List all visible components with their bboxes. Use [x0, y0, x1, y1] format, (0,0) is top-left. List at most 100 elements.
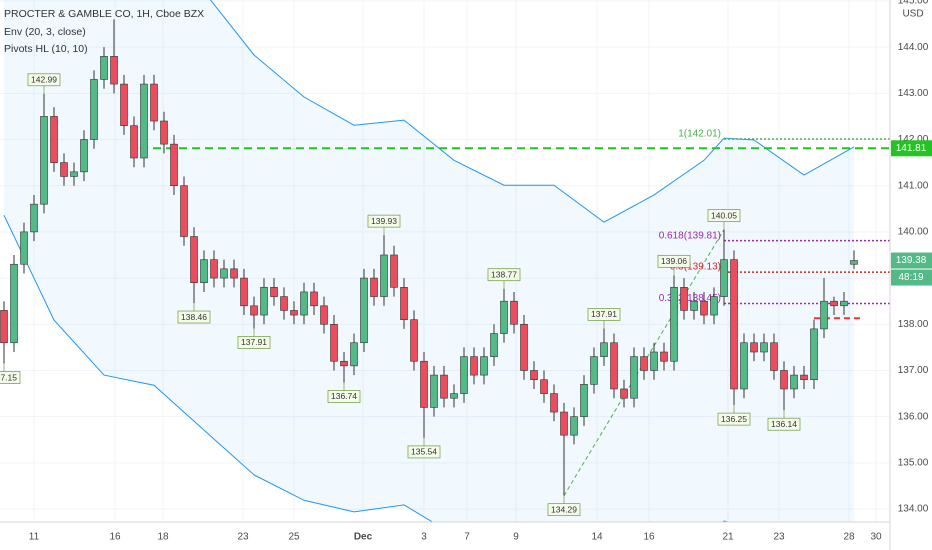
y-tick-label: 144.00 [898, 42, 929, 53]
candle-body [640, 356, 648, 371]
x-tick-label: 18 [157, 532, 169, 543]
candle-body [0, 310, 8, 344]
envelope-upper [209, 0, 855, 223]
candle-body [670, 287, 678, 362]
candle-body [70, 171, 78, 177]
candle-body [710, 296, 718, 316]
candle-body [540, 379, 548, 394]
x-tick-label: 23 [237, 532, 249, 543]
candle-body [340, 360, 348, 367]
candle-body [380, 254, 388, 297]
candle-body [510, 300, 518, 325]
candle-body [550, 393, 558, 413]
pivot-label: 138.46 [181, 312, 207, 322]
candle-body [410, 319, 418, 362]
price-tag-label: 139.38 [896, 255, 927, 266]
candle-body [10, 263, 18, 344]
x-tick-label: 9 [513, 532, 519, 543]
candle-body [440, 374, 448, 399]
candle-body [420, 360, 428, 408]
candle-body [120, 83, 128, 126]
x-tick-label: 3 [421, 532, 427, 543]
candle-body [320, 305, 328, 325]
plot-area: 1(142.01) 0.618(139.81) 0.5(139.13) 0.382(1… [0, 0, 890, 522]
candle-body [180, 185, 188, 237]
indicator-label: Env (20, 3, close) [4, 26, 86, 38]
candle-body [690, 300, 698, 311]
candle-body [330, 323, 338, 362]
candle-body [610, 342, 618, 390]
y-tick-label: 143.00 [898, 88, 929, 99]
candle-body [460, 356, 468, 394]
candle-body [850, 260, 858, 265]
candle-body [50, 116, 58, 163]
envelope-fill [4, 0, 854, 522]
candle-body [730, 259, 738, 390]
candle-body [40, 116, 48, 205]
x-tick-label: 11 [29, 532, 40, 543]
candle-body [570, 416, 578, 436]
candle-body [590, 356, 598, 385]
candle-body [530, 370, 538, 381]
candle-body [770, 342, 778, 371]
pivot-label: 138.77 [491, 269, 517, 279]
price-tag [891, 252, 932, 269]
candle-body [80, 139, 88, 173]
price-tag [891, 140, 932, 157]
candle-body [290, 310, 298, 316]
pivot-label: 139.93 [371, 216, 397, 226]
y-tick-label: 141.00 [898, 180, 929, 191]
candle-body [230, 268, 238, 279]
pivot-label: 136.74 [331, 391, 357, 401]
candle-body [200, 259, 208, 284]
candle-body [400, 287, 408, 320]
candle-body [700, 300, 708, 316]
candle-body [790, 374, 798, 390]
grid [0, 0, 890, 522]
candle-body [390, 254, 398, 288]
pivot-label: 136.25 [721, 414, 747, 424]
pivot-label: 134.29 [551, 504, 577, 514]
candle-body [150, 83, 158, 122]
indicator-label: Pivots HL (10, 10) [4, 43, 88, 55]
candle-body [450, 393, 458, 399]
x-tick-label: 7 [464, 532, 470, 543]
x-tick-label: 28 [843, 532, 855, 543]
y-tick-label: 142.00 [898, 134, 929, 145]
candle-body [760, 342, 768, 353]
candle-body [350, 342, 358, 367]
candle-body [470, 356, 478, 376]
chart-title: PROCTER & GAMBLE CO, 1H, Cboe BZX [4, 8, 204, 20]
candle-body [190, 236, 198, 284]
candle-body [110, 56, 118, 85]
candle-body [480, 356, 488, 376]
candle-body [300, 291, 308, 316]
candle-body [160, 120, 168, 145]
pivot-label: 135.54 [411, 447, 437, 457]
candle-body [210, 259, 218, 279]
candle-body [780, 370, 788, 390]
y-tick-label: 134.00 [898, 504, 929, 515]
candle-body [240, 277, 248, 307]
candle-body [650, 351, 658, 371]
pivot-label: 140.05 [711, 210, 737, 220]
candle-body [360, 277, 368, 344]
pivot-label: 142.99 [31, 75, 57, 85]
pivot-label: 139.06 [661, 256, 687, 266]
x-tick-label: 23 [773, 532, 785, 543]
candle-body [260, 287, 268, 316]
candle-body [840, 300, 848, 307]
candle-body [60, 162, 68, 177]
y-tick-label: 145.00 [898, 0, 929, 7]
fib-label: 1(142.01) [678, 129, 721, 140]
candle-body [310, 291, 318, 307]
candle-body [620, 388, 628, 399]
candle-body [280, 296, 288, 311]
envelope-lower [3, 215, 731, 522]
candle-body [90, 79, 98, 140]
price-tag-label: 141.81 [896, 143, 927, 154]
y-tick-label: 140.00 [898, 227, 929, 238]
candle-body [250, 305, 258, 316]
candle-body [740, 342, 748, 390]
candle-body [500, 300, 508, 334]
